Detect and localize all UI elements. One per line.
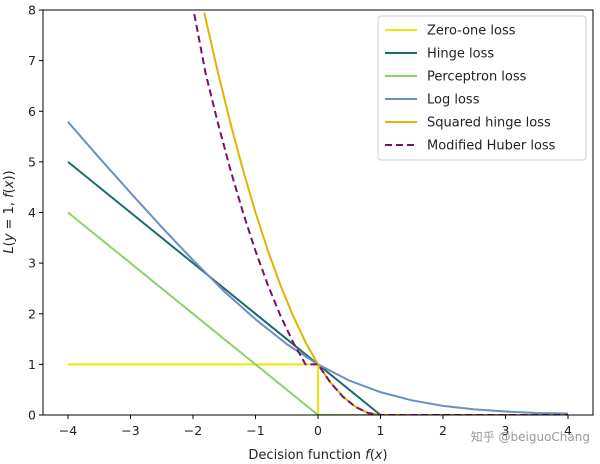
x-axis-label-text: Decision function (248, 448, 365, 463)
x-axis-label-open: ( (370, 448, 375, 463)
y-tick-label: 2 (28, 306, 36, 321)
x-tick-label: 3 (502, 423, 510, 438)
x-tick-label: 1 (377, 423, 385, 438)
y-tick-label: 7 (28, 53, 36, 68)
y-tick-label: 8 (28, 3, 36, 18)
legend-label-hinge-loss: Hinge loss (427, 47, 494, 62)
x-tick-label: −2 (184, 423, 202, 438)
x-tick-label: 0 (314, 423, 322, 438)
series-line-zero-one-loss (68, 363, 568, 415)
y-axis-ticks: 0 1 2 3 4 5 6 7 8 (28, 3, 43, 423)
y-axis-label-x: x (2, 180, 17, 189)
legend-label-zero-one-loss: Zero-one loss (427, 24, 516, 39)
legend-box (377, 15, 587, 161)
legend: Zero-one loss Hinge loss Perceptron loss Lo… (377, 15, 587, 161)
series-line-perceptron-loss (67, 211, 568, 415)
y-axis-label-open2: ( (2, 188, 17, 193)
y-tick-label: 0 (28, 408, 36, 423)
y-tick-label: 4 (28, 205, 36, 220)
series-layer (67, 12, 569, 415)
y-axis-label-eq: = 1, (2, 198, 17, 234)
x-tick-label: −3 (121, 423, 139, 438)
x-axis-label-f: f (365, 448, 372, 463)
x-axis-label: Decision function f(x) (248, 448, 387, 463)
y-tick-label: 3 (28, 256, 36, 271)
y-axis-label: L(y = 1, f(x)) (2, 170, 17, 253)
y-tick-label: 5 (28, 154, 36, 169)
legend-label-log-loss: Log loss (427, 93, 480, 108)
legend-label-perceptron-loss: Perceptron loss (427, 70, 527, 85)
x-tick-label: −1 (246, 423, 264, 438)
series-line-modified-huber-loss (193, 13, 568, 415)
y-axis-label-L: L (2, 246, 17, 253)
legend-label-squared-hinge-loss: Squared hinge loss (427, 116, 551, 131)
watermark: 知乎 @beiguoChang (471, 430, 590, 444)
series-line-squared-hinge-loss (203, 12, 568, 415)
x-axis-label-close: ) (383, 448, 388, 463)
legend-label-modified-huber-loss: Modified Huber loss (427, 139, 556, 154)
y-tick-label: 1 (28, 357, 36, 372)
x-tick-label: 4 (564, 423, 572, 438)
y-axis-label-close: )) (2, 170, 17, 180)
x-axis-ticks: −4 −3 −2 −1 0 1 2 3 4 (59, 415, 572, 438)
x-axis-label-x: x (374, 448, 383, 463)
y-axis-label-open: ( (2, 241, 17, 246)
y-axis-label-y: y (2, 233, 17, 242)
x-tick-label: 2 (439, 423, 447, 438)
y-axis-label-f: f (2, 191, 17, 198)
x-tick-label: −4 (59, 423, 77, 438)
y-tick-label: 6 (28, 104, 36, 119)
